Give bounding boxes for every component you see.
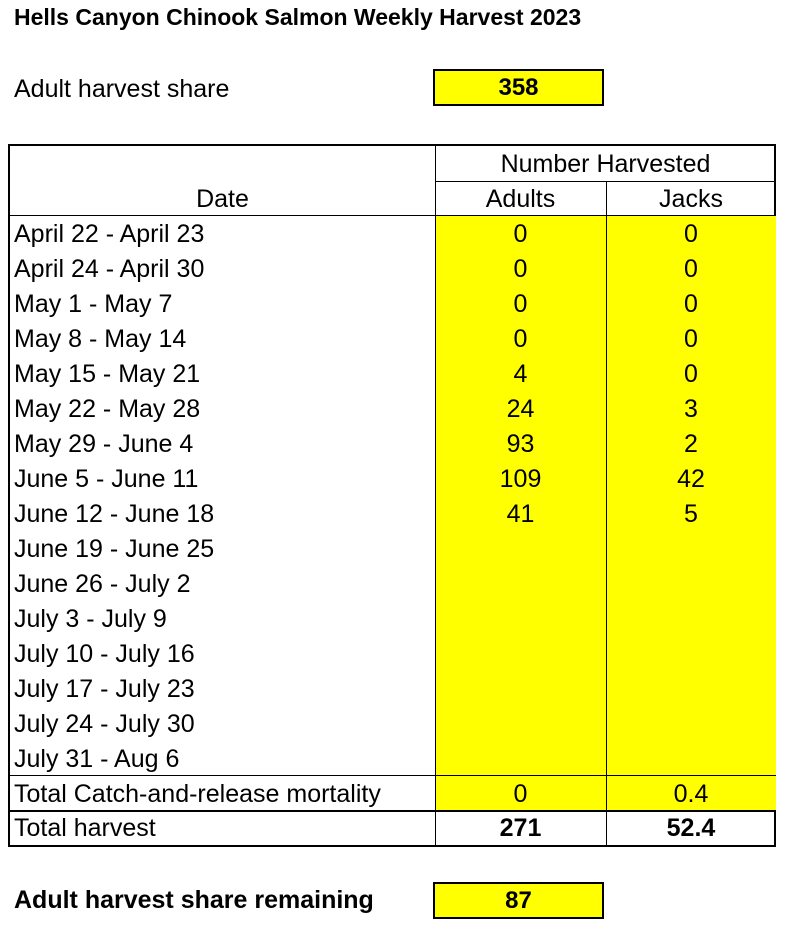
jacks-data-fill (607, 215, 776, 810)
row-jacks: 5 (684, 500, 698, 528)
row-jacks: 0 (684, 360, 698, 388)
row-date: June 12 - June 18 (14, 500, 215, 528)
row-date: June 26 - July 2 (14, 570, 191, 598)
row-date: April 24 - April 30 (14, 255, 205, 283)
row-date: May 1 - May 7 (14, 290, 173, 318)
date-column-divider (435, 146, 436, 845)
catch-release-label: Total Catch-and-release mortality (14, 780, 381, 808)
adult-harvest-share-label: Adult harvest share (14, 75, 230, 103)
row-date: July 24 - July 30 (14, 710, 195, 738)
row-jacks: 42 (677, 465, 705, 493)
harvest-table: Number Harvested Date Adults Jacks April… (8, 144, 776, 847)
row-jacks: 0 (684, 255, 698, 283)
total-label: Total harvest (14, 814, 156, 842)
row-date: July 10 - July 16 (14, 640, 195, 668)
row-adults: 41 (506, 500, 535, 528)
total-adults: 271 (499, 814, 542, 842)
row-adults: 109 (499, 465, 542, 493)
number-harvested-header: Number Harvested (500, 150, 711, 178)
row-date: July 17 - July 23 (14, 675, 195, 703)
row-date: May 29 - June 4 (14, 430, 194, 458)
row-date: May 15 - May 21 (14, 360, 201, 388)
row-adults: 4 (513, 360, 528, 388)
row-adults: 24 (506, 395, 535, 423)
row-jacks: 0 (684, 220, 698, 248)
row-jacks: 3 (684, 395, 698, 423)
row-date: April 22 - April 23 (14, 220, 205, 248)
total-jacks: 52.4 (666, 814, 716, 842)
date-header: Date (196, 185, 249, 213)
row-date: June 19 - June 25 (14, 535, 215, 563)
row-date: July 3 - July 9 (14, 605, 167, 633)
adult-harvest-share-remaining-value: 87 (433, 882, 604, 919)
row-adults: 0 (513, 255, 528, 283)
row-adults: 0 (513, 325, 528, 353)
row-adults: 0 (513, 220, 528, 248)
adults-jacks-divider (606, 181, 607, 845)
jacks-header: Jacks (659, 185, 723, 213)
catch-release-adults: 0 (513, 780, 528, 808)
row-adults: 0 (513, 290, 528, 318)
adults-data-fill (435, 215, 606, 810)
row-date: May 8 - May 14 (14, 325, 187, 353)
catch-release-top-line (10, 775, 776, 776)
row-jacks: 2 (684, 430, 698, 458)
adult-harvest-share-remaining-label: Adult harvest share remaining (14, 886, 374, 914)
header-bottom-line (10, 215, 776, 216)
row-date: June 5 - June 11 (14, 465, 199, 493)
row-date: May 22 - May 28 (14, 395, 201, 423)
row-adults: 93 (506, 430, 535, 458)
group-header-underline (435, 181, 776, 182)
row-jacks: 0 (684, 325, 698, 353)
row-date: July 31 - Aug 6 (14, 745, 180, 773)
catch-release-jacks: 0.4 (673, 780, 709, 808)
row-jacks: 0 (684, 290, 698, 318)
adults-header: Adults (485, 185, 556, 213)
total-top-line (10, 810, 776, 812)
page-title: Hells Canyon Chinook Salmon Weekly Harve… (14, 4, 582, 30)
adult-harvest-share-value: 358 (433, 69, 604, 106)
